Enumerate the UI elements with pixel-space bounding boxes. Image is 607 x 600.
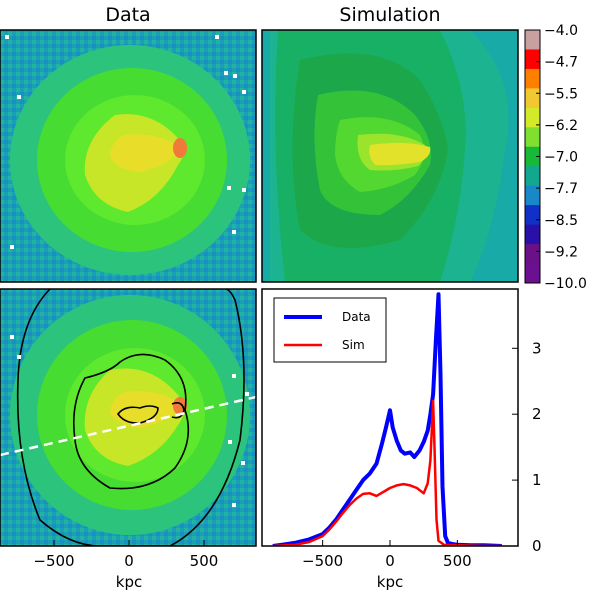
legend-box bbox=[273, 297, 387, 363]
panel-title-data: Data bbox=[105, 4, 150, 26]
series-data-line bbox=[272, 292, 502, 546]
data-map-frame bbox=[0, 29, 257, 283]
colorbar-label-5: −7.7 bbox=[544, 181, 578, 197]
sim-core bbox=[369, 142, 431, 166]
colorbar-segment-0 bbox=[525, 30, 540, 50]
colorbar-segment-1 bbox=[525, 49, 540, 70]
colorbar-segment-6 bbox=[525, 146, 540, 167]
colorbar: −4.0 −4.7 −5.5 −6.2 −7.0 −7.7 −8.5 −9.2 −10.0 bbox=[524, 23, 587, 292]
profile-ytick-label-3: 3 bbox=[532, 339, 542, 357]
colorbar-label-3: −6.2 bbox=[544, 118, 578, 134]
colorbar-label-2: −5.5 bbox=[544, 86, 578, 102]
profile-xtick-label-2: 500 bbox=[443, 552, 472, 570]
colorbar-label-0: −4.0 bbox=[544, 23, 578, 39]
density-contour-outer bbox=[16, 289, 245, 546]
profile-xtick-label-1: 0 bbox=[385, 552, 395, 570]
colorbar-label-7: −9.2 bbox=[544, 244, 578, 260]
profile-ytick-label-1: 1 bbox=[532, 471, 542, 489]
panel-c-xtick-1: 0 bbox=[124, 552, 134, 570]
colorbar-segment-9 bbox=[525, 205, 540, 226]
profile-xlabel: kpc bbox=[377, 573, 403, 591]
legend-label-sim: Sim bbox=[342, 338, 365, 352]
colorbar-segment-8 bbox=[525, 185, 540, 206]
panel-c-x-axis: −500 0 500 kpc bbox=[33, 540, 218, 591]
density-contour-inner bbox=[117, 405, 159, 424]
density-contour-shock bbox=[171, 402, 185, 419]
data-map-masked-pixels bbox=[5, 35, 246, 249]
colorbar-label-8: −10.0 bbox=[544, 276, 587, 292]
colorbar-label-1: −4.7 bbox=[544, 55, 578, 71]
data-contour-panel bbox=[0, 289, 256, 546]
colorbar-label-4: −7.0 bbox=[544, 150, 578, 166]
data-map-panel bbox=[0, 30, 256, 282]
panel-title-simulation: Simulation bbox=[339, 4, 440, 26]
profile-ytick-label-0: 0 bbox=[532, 537, 542, 555]
colorbar-segment-7 bbox=[525, 166, 540, 187]
panel-c-xtick-0: −500 bbox=[33, 552, 74, 570]
colorbar-segment-5 bbox=[525, 127, 540, 148]
colorbar-segment-12 bbox=[525, 263, 540, 284]
sim-map-frame bbox=[261, 29, 519, 283]
colorbar-segment-10 bbox=[525, 224, 540, 245]
colorbar-segment-4 bbox=[525, 107, 540, 128]
colorbar-segment-3 bbox=[525, 88, 540, 109]
simulation-map-panel bbox=[262, 30, 518, 282]
colorbar-label-6: −8.5 bbox=[544, 213, 578, 229]
colorbar-segment-2 bbox=[525, 68, 540, 89]
profile-slice-line bbox=[0, 395, 256, 457]
data-map-hotspot bbox=[173, 138, 187, 158]
profile-ytick-label-2: 2 bbox=[532, 405, 542, 423]
data-contour-frame bbox=[0, 288, 257, 547]
panel-c-xtick-2: 500 bbox=[190, 552, 219, 570]
density-contour-middle bbox=[72, 353, 190, 490]
colorbar-segment-11 bbox=[525, 244, 540, 265]
panel-c-xlabel: kpc bbox=[116, 573, 142, 591]
profile-axes: −500 0 500 0 1 2 3 bbox=[302, 339, 542, 570]
series-sim-line bbox=[272, 399, 502, 546]
profile-lines bbox=[272, 292, 502, 546]
profile-xtick-label-0: −500 bbox=[302, 552, 343, 570]
data-contour-masked-pixels bbox=[10, 335, 249, 507]
data-map-peak bbox=[110, 134, 180, 172]
legend-label-data: Data bbox=[342, 310, 371, 324]
profile-legend: Data Sim bbox=[273, 297, 387, 363]
